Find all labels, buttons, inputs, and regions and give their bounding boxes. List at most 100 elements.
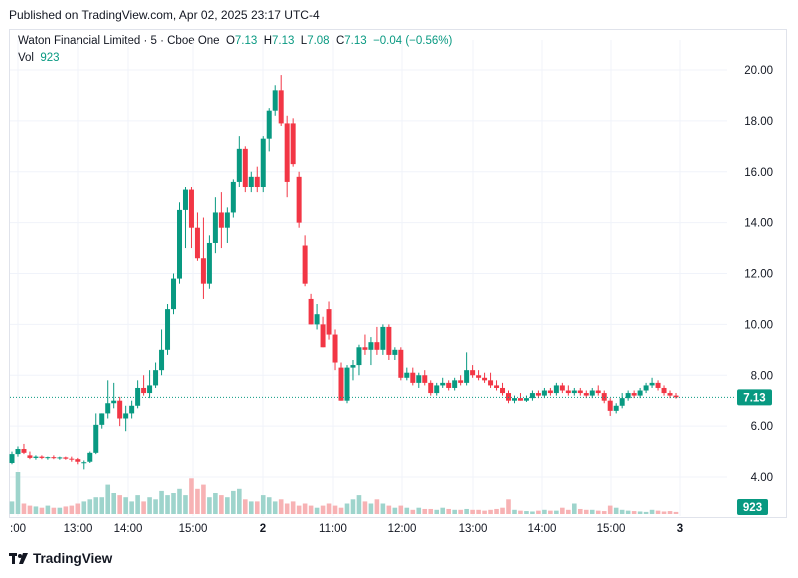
volume-bar [326, 503, 332, 514]
y-tick-label: 16.00 [744, 167, 773, 179]
volume-bar [302, 503, 308, 514]
candle-body [326, 309, 332, 335]
volume-bar [165, 495, 170, 514]
candle-body [392, 349, 398, 355]
chart-frame [9, 29, 787, 518]
change-value: −0.04 (−0.56%) [373, 35, 453, 47]
candle-body [619, 398, 625, 406]
volume-bar [362, 501, 368, 514]
candle-body [51, 457, 57, 459]
candle-body [39, 456, 45, 458]
candle-body [105, 403, 111, 414]
high-label: H [263, 35, 272, 47]
candle-body [153, 370, 159, 386]
volume-bar [643, 511, 649, 514]
candle-body [350, 365, 356, 368]
x-tick-label: 3 [677, 523, 683, 535]
volume-bar [673, 511, 679, 514]
volume-bar [494, 508, 499, 514]
volume-bar [536, 510, 541, 514]
candle-body [488, 380, 494, 386]
x-tick-label: 2 [260, 523, 266, 535]
volume-bar [99, 497, 105, 514]
high-value: 7.13 [272, 35, 295, 47]
volume-bar [518, 510, 523, 514]
candle-body [416, 375, 422, 383]
volume-bar [374, 499, 380, 514]
volume-bar [583, 509, 589, 514]
volume-bar [410, 509, 416, 514]
candle-body [673, 395, 679, 398]
volume-bar [111, 493, 116, 514]
y-tick-label: 10.00 [744, 319, 773, 331]
volume-bar [655, 510, 661, 514]
candle-body [356, 347, 362, 366]
volume-bar [470, 509, 475, 514]
candle-body [404, 372, 410, 378]
volume-bar [601, 511, 607, 514]
x-tick-label: 13:00 [459, 523, 488, 535]
volume-bar [595, 510, 601, 514]
candle-body [242, 148, 248, 188]
volume-bar [572, 503, 577, 514]
volume-bar [458, 509, 463, 514]
volume-bar [446, 508, 451, 514]
volume-bar [33, 506, 39, 514]
volume-bar [141, 501, 146, 514]
candle-body [236, 148, 242, 182]
volume-bar [219, 495, 224, 514]
volume-bar [548, 510, 553, 514]
candle-body [260, 138, 266, 188]
volume-bar [231, 490, 236, 514]
close-label: C [335, 35, 345, 47]
candle-body [176, 209, 182, 279]
volume-badge-label: 923 [743, 502, 762, 514]
candle-body [434, 385, 440, 394]
volume-bar [39, 507, 45, 514]
candle-body [338, 367, 344, 401]
x-tick-label: 11:00 [319, 523, 347, 535]
volume-bar [404, 507, 410, 514]
volume-bar [135, 495, 140, 514]
volume-bar [332, 505, 338, 514]
volume-bar [589, 509, 595, 514]
volume-bar [631, 511, 637, 514]
volume-bar [260, 495, 266, 514]
low-label: L [300, 35, 308, 47]
volume-bar [560, 507, 565, 514]
candle-body [129, 405, 135, 414]
volume-bar [464, 508, 469, 514]
volume-bar [625, 510, 631, 514]
volume-bar [667, 511, 673, 514]
close-value: 7.13 [344, 35, 367, 47]
volume-bar [350, 499, 356, 514]
candle-body [188, 189, 194, 228]
volume-bar [177, 488, 182, 514]
volume-bar [577, 508, 583, 514]
volume-bar [482, 510, 487, 514]
y-tick-label: 4.00 [751, 472, 773, 484]
candle-body [625, 393, 631, 399]
candle-body [9, 454, 15, 464]
volume-bar [566, 509, 571, 514]
volume-bar [9, 501, 15, 514]
candle-body [200, 258, 206, 284]
candle-body [637, 390, 643, 396]
candle-body [583, 393, 589, 396]
candle-body [362, 347, 368, 350]
candle-body [75, 459, 81, 462]
candle-body [523, 398, 529, 401]
volume-bar [51, 507, 57, 514]
candle-body [165, 309, 171, 350]
candle-body [422, 375, 428, 383]
volume-bar [500, 507, 505, 514]
volume-bar [344, 503, 350, 514]
y-tick-label: 18.00 [744, 116, 773, 128]
volume-bar [308, 505, 314, 514]
volume-bar [248, 501, 254, 514]
candle-body [613, 405, 619, 411]
candle-body [135, 387, 141, 406]
candle-body [81, 462, 87, 464]
tradingview-logo: TradingView [9, 551, 112, 566]
volume-bar [338, 507, 344, 514]
